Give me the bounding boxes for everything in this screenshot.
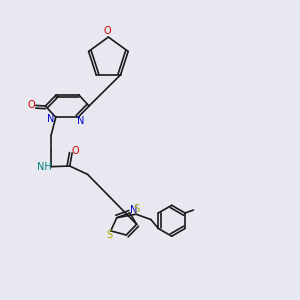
Text: N: N <box>130 205 138 215</box>
Text: O: O <box>103 26 111 36</box>
Text: O: O <box>72 146 80 156</box>
Text: N: N <box>77 116 84 126</box>
Text: O: O <box>28 100 35 110</box>
Text: NH: NH <box>37 162 51 172</box>
Text: S: S <box>133 204 140 214</box>
Text: S: S <box>106 230 112 240</box>
Text: N: N <box>47 114 54 124</box>
